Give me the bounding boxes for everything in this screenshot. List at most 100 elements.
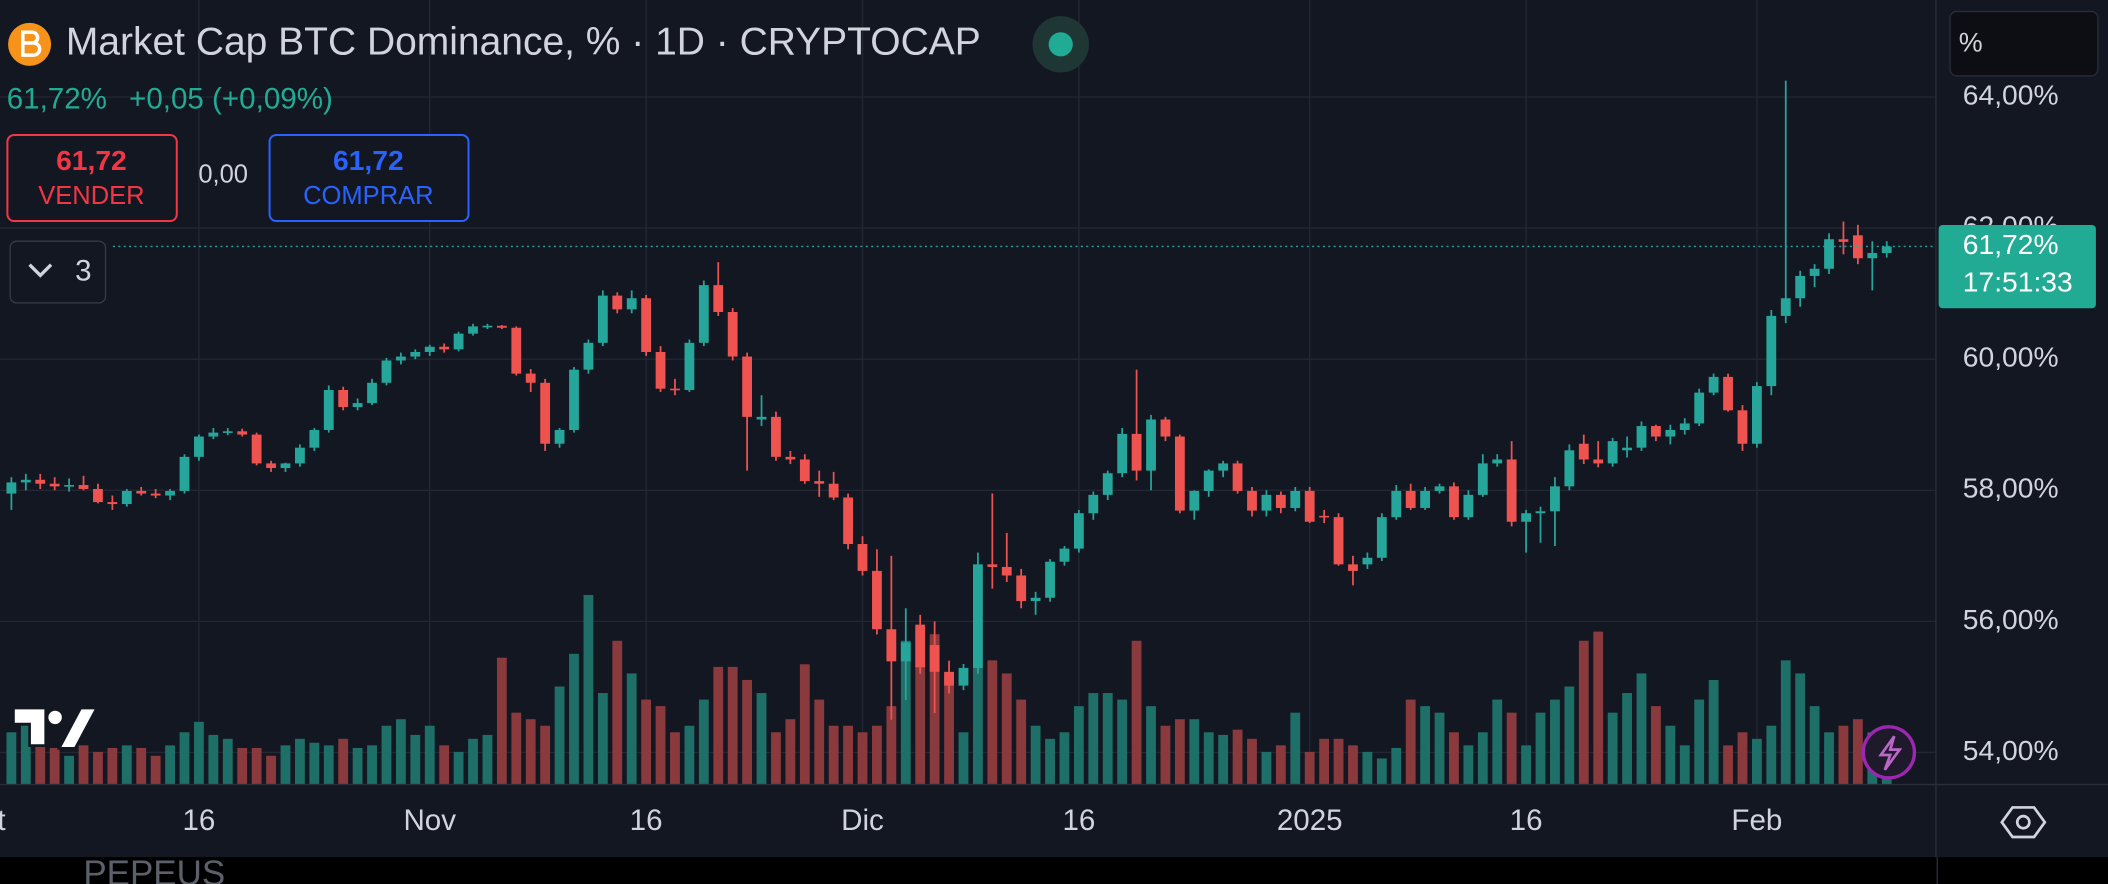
chevron-icon bbox=[28, 263, 53, 278]
last-price-tag bbox=[1938, 224, 2096, 309]
candle-body bbox=[1636, 426, 1647, 448]
candle-body bbox=[1174, 436, 1185, 511]
sell-button[interactable] bbox=[6, 134, 178, 223]
candle-body bbox=[439, 346, 450, 350]
countdown-label: 17:51:33 bbox=[1963, 266, 2073, 298]
settings-button[interactable] bbox=[2000, 806, 2047, 839]
candle-body bbox=[468, 326, 478, 334]
candle-body bbox=[1694, 392, 1705, 424]
volume-bar bbox=[468, 738, 478, 785]
volume-bar bbox=[958, 732, 969, 785]
candle-body bbox=[540, 382, 551, 444]
candle-body bbox=[554, 429, 565, 444]
unit-button[interactable] bbox=[1949, 10, 2099, 77]
x-tick-label: Dic bbox=[841, 804, 884, 837]
candle-body bbox=[309, 429, 320, 448]
candle-body bbox=[814, 481, 825, 484]
volume-bar bbox=[410, 734, 421, 785]
candle-body bbox=[266, 463, 276, 468]
candle-body bbox=[496, 325, 507, 328]
y-tick-label: 56,00% bbox=[1963, 603, 2059, 635]
candle-body bbox=[1492, 459, 1503, 464]
volume-bar bbox=[1348, 745, 1358, 785]
candle-body bbox=[150, 493, 161, 496]
candle-body bbox=[944, 671, 954, 686]
volume-bar bbox=[857, 732, 868, 785]
volume-bar bbox=[1420, 706, 1431, 785]
volume-bar bbox=[49, 747, 60, 785]
candle-body bbox=[1795, 275, 1806, 299]
candle-body bbox=[684, 342, 695, 390]
candle-body bbox=[756, 416, 767, 420]
volume-bar bbox=[1694, 699, 1705, 785]
candle-body bbox=[1809, 268, 1820, 276]
volume-bar bbox=[1290, 712, 1301, 785]
volume-bar bbox=[367, 745, 377, 785]
candle-body bbox=[1160, 419, 1171, 437]
volume-bar bbox=[1160, 725, 1171, 785]
volume-bar bbox=[338, 738, 349, 785]
volume-bar bbox=[1391, 747, 1402, 785]
candle-body bbox=[1059, 548, 1070, 562]
candle-body bbox=[78, 485, 89, 489]
candle-body bbox=[323, 389, 334, 430]
candle-body bbox=[1247, 490, 1257, 511]
volume-bar bbox=[1737, 732, 1748, 785]
candle-body bbox=[525, 373, 536, 383]
volume-bar bbox=[886, 706, 897, 785]
volume-bar bbox=[554, 686, 565, 785]
volume-bar bbox=[35, 745, 46, 785]
indicators-count: 3 bbox=[75, 255, 91, 288]
footer-strip bbox=[0, 857, 2108, 884]
volume-bar bbox=[814, 699, 825, 785]
candle-body bbox=[771, 416, 781, 457]
volume-bar bbox=[1102, 693, 1113, 785]
candle-body bbox=[915, 624, 926, 668]
candle-body bbox=[1232, 463, 1243, 491]
candle-body bbox=[1477, 463, 1488, 495]
volume-bar bbox=[785, 719, 796, 785]
candle-body bbox=[6, 482, 17, 494]
candle-body bbox=[626, 298, 637, 310]
candle-body bbox=[1376, 517, 1387, 558]
volume-bar bbox=[482, 734, 493, 785]
volume-bar bbox=[1809, 706, 1820, 785]
volume-bar bbox=[1550, 699, 1560, 785]
volume-bar bbox=[1679, 745, 1690, 785]
volume-bar bbox=[1564, 686, 1575, 785]
buy-button[interactable] bbox=[268, 134, 470, 223]
candle-body bbox=[1420, 490, 1431, 508]
candle-body bbox=[1319, 515, 1330, 518]
indicators-toggle[interactable] bbox=[9, 240, 107, 304]
candle-body bbox=[1838, 239, 1849, 242]
volume-bar bbox=[280, 745, 291, 785]
volume-bar bbox=[1117, 699, 1128, 785]
volume-bar bbox=[727, 666, 738, 785]
btc-logo-glyph bbox=[21, 30, 42, 57]
candle-body bbox=[1578, 443, 1589, 460]
volume-bar bbox=[569, 653, 579, 785]
volume-bar bbox=[1232, 729, 1243, 785]
volume-bar bbox=[973, 666, 983, 785]
sell-price: 61,72 bbox=[56, 144, 127, 176]
volume-bar bbox=[1275, 745, 1286, 785]
volume-bar bbox=[1622, 693, 1632, 785]
last-price-label: 61,72% bbox=[1963, 228, 2059, 260]
candle-body bbox=[1362, 557, 1373, 565]
candle-body bbox=[958, 667, 969, 686]
buy-label: COMPRAR bbox=[303, 182, 433, 210]
candle-body bbox=[64, 485, 75, 487]
volume-bar bbox=[1780, 660, 1791, 785]
candle-body bbox=[973, 564, 983, 668]
x-tick-label: Nov bbox=[403, 804, 456, 837]
candle-body bbox=[1131, 433, 1142, 471]
candle-body bbox=[1506, 459, 1517, 522]
volume-bar bbox=[496, 657, 507, 785]
candle-body bbox=[1275, 494, 1286, 508]
candle-body bbox=[1535, 511, 1546, 514]
lightning-button[interactable] bbox=[1861, 725, 1917, 780]
candle-body bbox=[1073, 513, 1084, 549]
volume-bar bbox=[900, 640, 911, 785]
candle-body bbox=[1001, 566, 1012, 576]
